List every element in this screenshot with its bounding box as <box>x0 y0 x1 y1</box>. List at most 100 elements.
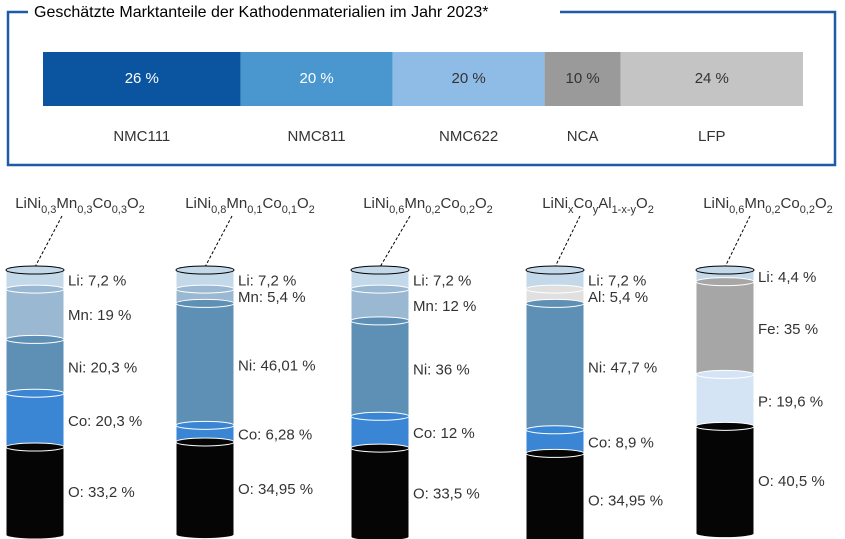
cylinder-segment <box>351 448 409 539</box>
cylinder-cap <box>696 278 754 286</box>
cylinder-cap <box>176 421 234 429</box>
share-label: 10 % <box>565 70 599 87</box>
cylinder-cap <box>6 285 64 293</box>
cylinder-cap <box>526 299 584 307</box>
formula-part: Co <box>93 195 112 212</box>
formula-subscript: 2 <box>648 204 654 216</box>
share-label: 20 % <box>299 70 333 87</box>
segment-label: Co: 6,28 % <box>238 427 312 444</box>
cylinder-cap <box>526 449 584 457</box>
segment-label: Mn: 19 % <box>68 307 131 324</box>
segment-label: Fe: 35 % <box>758 321 818 338</box>
formula-part: Co <box>441 195 460 212</box>
cylinder-cap <box>176 299 234 307</box>
share-label: 24 % <box>695 70 729 87</box>
formula-part: O <box>475 195 487 212</box>
chart-title: Geschätzte Marktanteile der Kathodenmate… <box>34 4 488 21</box>
formula-part: Mn <box>404 195 425 212</box>
cylinder-segment <box>6 339 64 397</box>
formula-part: LiNi <box>703 195 729 212</box>
cylinder-segment <box>176 303 234 429</box>
formula-subscript: 0,1 <box>247 204 262 216</box>
segment-label: O: 33,2 % <box>68 484 135 501</box>
cylinder-cap <box>176 285 234 293</box>
share-label: 26 % <box>125 70 159 87</box>
formula-part: O <box>297 195 309 212</box>
formula-part: Co <box>263 195 282 212</box>
segment-label: Ni: 46,01 % <box>238 357 316 374</box>
cylinder-cap <box>351 285 409 293</box>
leader-line <box>555 216 580 267</box>
cylinder-cap <box>176 438 234 446</box>
segment-label: Li: 7,2 % <box>413 273 471 290</box>
formula-part: LiNi <box>15 195 41 212</box>
cylinder-cap <box>696 422 754 430</box>
formula-part: LiNi <box>185 195 211 212</box>
formula-subscript: 2 <box>487 204 493 216</box>
segment-label: Li: 7,2 % <box>238 273 296 290</box>
leader-line <box>380 216 410 267</box>
formula-part: O <box>127 195 139 212</box>
formula: LiNi0,6Mn0,2Co0,2O2 <box>363 195 493 216</box>
segment-label: P: 19,6 % <box>758 393 823 410</box>
cylinder-segment <box>6 393 64 451</box>
chart: Geschätzte Marktanteile der Kathodenmate… <box>0 0 845 539</box>
segment-label: Ni: 20,3 % <box>68 359 137 376</box>
segment-label: Al: 5,4 % <box>588 289 648 306</box>
segment-label: O: 33,5 % <box>413 485 480 502</box>
segment-label: Co: 8,9 % <box>588 435 654 452</box>
formula-subscript: 0,2 <box>460 204 475 216</box>
cylinder-segment <box>526 303 584 433</box>
formula-subscript: 0,6 <box>389 204 404 216</box>
segment-label: O: 34,95 % <box>238 481 313 498</box>
category-label: LFP <box>698 128 726 145</box>
segment-label: O: 34,95 % <box>588 493 663 510</box>
category-label: NCA <box>567 128 599 145</box>
formula-subscript: 0,2 <box>765 204 780 216</box>
cylinder-cap <box>351 412 409 420</box>
formula-subscript: 0,3 <box>41 204 56 216</box>
cylinder-cap <box>351 266 409 274</box>
cylinder-cap <box>526 285 584 293</box>
segment-label: Co: 12 % <box>413 425 475 442</box>
formula: LiNi0,6Mn0,2Co0,2O2 <box>703 195 833 216</box>
cylinder-cap <box>696 370 754 378</box>
cylinder-segment <box>696 282 754 379</box>
segment-label: Co: 20,3 % <box>68 413 142 430</box>
cylinder-segment <box>696 426 754 537</box>
page: Geschätzte Marktanteile der Kathodenmate… <box>0 0 845 539</box>
formula-subscript: 0,6 <box>729 204 744 216</box>
formula-part: Co <box>781 195 800 212</box>
segment-label: Li: 4,4 % <box>758 269 816 286</box>
formula-subscript: 2 <box>827 204 833 216</box>
formula-subscript: 0,2 <box>800 204 815 216</box>
cylinder-cap <box>526 426 584 434</box>
cylinder-segment <box>351 321 409 420</box>
formula-subscript: 1-x-y <box>612 204 637 216</box>
formula-subscript: 2 <box>309 204 315 216</box>
formula-part: O <box>636 195 648 212</box>
cylinder-cap <box>6 443 64 451</box>
cylinder-segment <box>526 453 584 539</box>
formula: LiNixCoyAl1-x-yO2 <box>542 195 654 216</box>
formula-subscript: 0,3 <box>112 204 127 216</box>
cylinder-cap <box>351 317 409 325</box>
category-label: NMC111 <box>113 128 170 145</box>
segment-label: Mn: 5,4 % <box>238 289 306 306</box>
leader-line <box>725 216 750 267</box>
segment-label: Mn: 12 % <box>413 298 476 315</box>
formula: LiNi0,8Mn0,1Co0,1O2 <box>185 195 315 216</box>
formula-part: O <box>815 195 827 212</box>
formula-part: Al <box>598 195 611 212</box>
leader-line <box>205 216 232 267</box>
cylinder-segment <box>6 447 64 539</box>
segment-label: O: 40,5 % <box>758 473 825 490</box>
cylinder-cap <box>176 266 234 274</box>
segment-label: Ni: 36 % <box>413 362 470 379</box>
cylinder-segment <box>176 442 234 539</box>
cylinder-cap <box>6 335 64 343</box>
segment-label: Li: 7,2 % <box>68 273 126 290</box>
cylinder-cap <box>6 389 64 397</box>
cylinder-cap <box>696 266 754 274</box>
formula: LiNi0,3Mn0,3Co0,3O2 <box>15 195 145 216</box>
